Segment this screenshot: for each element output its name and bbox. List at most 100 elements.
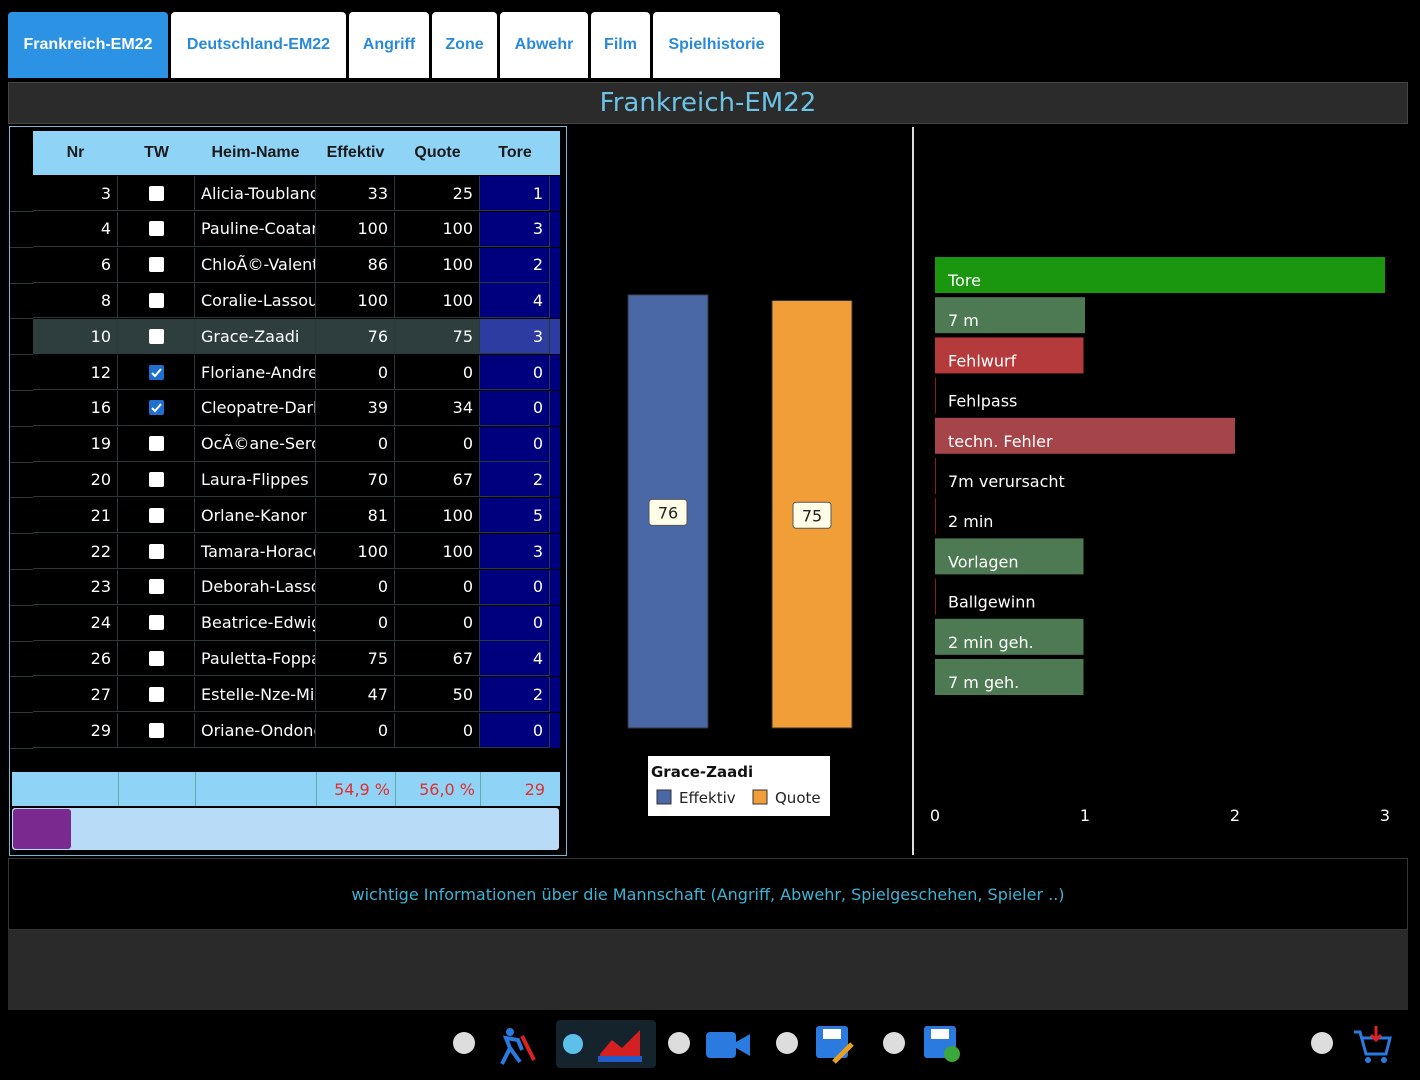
table-row[interactable]: 21 Orlane-Kanor 81 100 5 bbox=[10, 498, 560, 535]
status-bar bbox=[8, 930, 1408, 1010]
checkbox[interactable] bbox=[148, 507, 164, 523]
table-row[interactable]: 6 ChloÃ©-Valenti 86 100 2 bbox=[10, 247, 560, 284]
bar bbox=[935, 578, 936, 615]
save-ok-icon[interactable] bbox=[924, 1026, 962, 1064]
table-row[interactable]: 26 Pauletta-Foppa 75 67 4 bbox=[10, 641, 560, 678]
radio[interactable] bbox=[561, 1032, 585, 1056]
info-bar: wichtige Informationen über die Mannscha… bbox=[8, 858, 1408, 930]
bar bbox=[935, 337, 1084, 374]
table-row[interactable]: 12 Floriane-Andre 0 0 0 bbox=[10, 355, 560, 391]
table-cell: 2 bbox=[480, 247, 550, 283]
row-end bbox=[550, 498, 560, 534]
tab[interactable]: Abwehr bbox=[500, 12, 588, 78]
tab[interactable]: Angriff bbox=[349, 12, 429, 78]
radio[interactable] bbox=[883, 1032, 905, 1054]
tab[interactable]: Zone bbox=[432, 12, 497, 78]
column-header: TW bbox=[118, 131, 196, 175]
radio[interactable] bbox=[668, 1032, 690, 1054]
cart-icon[interactable] bbox=[1352, 1024, 1392, 1064]
tab[interactable]: Frankreich-EM22 bbox=[8, 12, 168, 78]
table-cell: 100 bbox=[395, 211, 480, 247]
table-cell: 0 bbox=[395, 355, 480, 390]
checkbox[interactable] bbox=[148, 221, 164, 237]
table-cell bbox=[118, 176, 195, 211]
tab[interactable]: Deutschland-EM22 bbox=[171, 12, 346, 78]
table-cell: 6 bbox=[33, 247, 118, 283]
row-end bbox=[550, 677, 560, 713]
checkbox[interactable] bbox=[148, 328, 164, 344]
radio[interactable] bbox=[453, 1032, 475, 1054]
table-cell: 4 bbox=[480, 283, 550, 319]
checkbox[interactable] bbox=[148, 615, 164, 631]
radio[interactable] bbox=[776, 1032, 798, 1054]
bar bbox=[935, 377, 936, 414]
bar-label: 7 m bbox=[948, 311, 979, 330]
scroll-thumb[interactable] bbox=[13, 809, 71, 849]
table-cell: 10 bbox=[33, 319, 118, 355]
checkbox[interactable] bbox=[148, 292, 164, 308]
video-icon[interactable] bbox=[706, 1030, 750, 1060]
table-row[interactable]: 27 Estelle-Nze-Mir 47 50 2 bbox=[10, 677, 560, 714]
attack-icon[interactable] bbox=[492, 1026, 538, 1066]
checkbox[interactable] bbox=[148, 436, 164, 452]
scrollbar[interactable] bbox=[12, 808, 559, 850]
checkbox[interactable] bbox=[148, 400, 164, 416]
table-cell: 100 bbox=[316, 211, 395, 247]
row-end bbox=[550, 390, 560, 426]
table-cell bbox=[118, 462, 195, 498]
row-header-corner bbox=[10, 127, 33, 175]
table-cell: 0 bbox=[480, 605, 550, 641]
checkbox[interactable] bbox=[148, 650, 164, 666]
checkbox[interactable] bbox=[148, 579, 164, 595]
row-indicator bbox=[10, 355, 33, 391]
table-cell: 0 bbox=[480, 426, 550, 462]
table-row[interactable]: 20 Laura-Flippes 70 67 2 bbox=[10, 462, 560, 499]
table-cell: 100 bbox=[395, 498, 480, 534]
checkbox[interactable] bbox=[148, 471, 164, 487]
checkbox[interactable] bbox=[148, 543, 164, 559]
row-indicator bbox=[10, 319, 33, 356]
table-cell: 0 bbox=[395, 426, 480, 462]
table-row[interactable]: 10 Grace-Zaadi 76 75 3 bbox=[10, 319, 560, 356]
checkbox[interactable] bbox=[148, 257, 164, 273]
save-edit-icon[interactable] bbox=[816, 1026, 854, 1064]
table-cell: 23 bbox=[33, 569, 118, 605]
tab[interactable]: Spielhistorie bbox=[653, 12, 780, 78]
row-indicator bbox=[10, 248, 33, 284]
x-tick-label: 0 bbox=[930, 806, 940, 825]
checkbox[interactable] bbox=[148, 686, 164, 702]
footer-divider bbox=[118, 772, 119, 806]
table-cell: 0 bbox=[480, 355, 550, 390]
table-row[interactable]: 29 Oriane-Ondonc 0 0 0 bbox=[10, 713, 560, 749]
table-row[interactable]: 22 Tamara-Horacel 100 100 3 bbox=[10, 534, 560, 570]
toolbar bbox=[0, 1012, 1420, 1080]
row-end bbox=[550, 211, 560, 247]
x-tick-label: 3 bbox=[1380, 806, 1390, 825]
checkbox[interactable] bbox=[148, 364, 164, 380]
tab[interactable]: Film bbox=[591, 12, 650, 78]
radio[interactable] bbox=[1311, 1032, 1333, 1054]
legend-label: Quote bbox=[775, 789, 821, 807]
table-row[interactable]: 4 Pauline-Coatan 100 100 3 bbox=[10, 211, 560, 248]
bar-label: Fehlwurf bbox=[948, 351, 1017, 370]
row-indicator bbox=[10, 283, 33, 320]
checkbox[interactable] bbox=[148, 722, 164, 738]
column-header: Effektiv bbox=[316, 131, 396, 175]
table-cell: Estelle-Nze-Mir bbox=[195, 677, 316, 713]
table-cell: 20 bbox=[33, 462, 118, 498]
table-cell: 33 bbox=[316, 176, 395, 211]
table-cell bbox=[118, 211, 195, 247]
table-cell: Beatrice-Edwige bbox=[195, 605, 316, 641]
table-cell: 0 bbox=[395, 605, 480, 641]
table-row[interactable]: 19 OcÃ©ane-Serci 0 0 0 bbox=[10, 426, 560, 463]
table-cell bbox=[118, 713, 195, 748]
table-row[interactable]: 3 Alicia-Toublanc 33 25 1 bbox=[10, 176, 560, 212]
table-row[interactable]: 8 Coralie-Lassour 100 100 4 bbox=[10, 283, 560, 320]
table-cell: 0 bbox=[316, 605, 395, 641]
table-cell: 34 bbox=[395, 390, 480, 426]
table-row[interactable]: 16 Cleopatre-Darle 39 34 0 bbox=[10, 390, 560, 427]
checkbox[interactable] bbox=[148, 185, 164, 201]
stats-icon[interactable] bbox=[598, 1026, 642, 1064]
